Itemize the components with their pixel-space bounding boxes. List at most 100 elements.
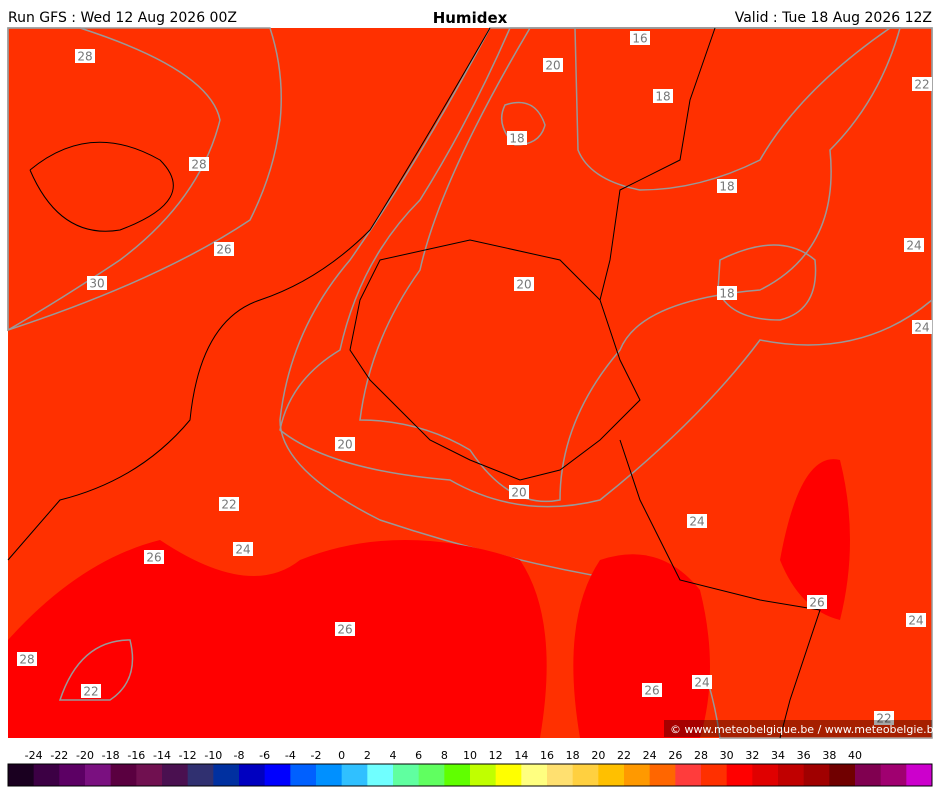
colorbar-tick: 22	[617, 749, 631, 762]
colorbar-tick: -12	[179, 749, 197, 762]
color-swatch	[239, 764, 266, 786]
contour-label: 24	[235, 543, 250, 557]
contour-label-bg	[904, 238, 924, 252]
colorbar-tick: 30	[720, 749, 734, 762]
copyright-bg	[664, 720, 932, 737]
colorbar-tick: -6	[259, 749, 270, 762]
color-swatch	[264, 764, 291, 786]
color-swatch	[8, 764, 35, 786]
colorbar-tick: 16	[540, 749, 554, 762]
contour-label-bg	[144, 550, 164, 564]
color-swatch	[906, 764, 933, 786]
colorbar-frame	[7, 763, 933, 787]
colorbar-tick: 4	[390, 749, 397, 762]
color-swatch	[855, 764, 882, 786]
color-swatch	[829, 764, 856, 786]
contour-label-bg	[912, 320, 932, 334]
valid-info: Valid : Tue 18 Aug 2026 12Z	[735, 10, 932, 26]
contour-label: 22	[876, 712, 891, 726]
contour-label: 20	[545, 59, 560, 73]
color-swatch	[418, 764, 445, 786]
colorbar-tick: -24	[25, 749, 43, 762]
contour-label-bg	[335, 437, 355, 451]
color-swatch	[341, 764, 368, 786]
colorbar-tick: 20	[591, 749, 605, 762]
contour-label-bg	[874, 711, 894, 725]
contour-label: 30	[89, 277, 104, 291]
title: Humidex	[433, 9, 508, 27]
color-swatch	[624, 764, 651, 786]
colorbar-tick: 10	[463, 749, 477, 762]
contour-label: 26	[644, 684, 659, 698]
colorbar-tick: 12	[489, 749, 503, 762]
contour-label-bg	[17, 652, 37, 666]
contour-label-bg	[514, 277, 534, 291]
colorbar-tick: 28	[694, 749, 708, 762]
contour-label: 28	[191, 158, 206, 172]
contour-label-bg	[335, 622, 355, 636]
colorbar-tick: -16	[127, 749, 145, 762]
contour-label: 20	[337, 438, 352, 452]
contour-label-bg	[807, 595, 827, 609]
contour-label-bg	[717, 286, 737, 300]
contour-label-bg	[653, 89, 673, 103]
contour-label: 26	[146, 551, 161, 565]
contour-label-bg	[219, 497, 239, 511]
color-swatch	[803, 764, 830, 786]
color-swatch	[85, 764, 112, 786]
color-swatch	[187, 764, 214, 786]
contour-label: 26	[337, 623, 352, 637]
colorbar-tick: -10	[204, 749, 222, 762]
contour-label-bg	[912, 77, 932, 91]
color-swatch	[59, 764, 86, 786]
contour-label: 24	[689, 515, 704, 529]
contour-label-bg	[642, 683, 662, 697]
colorbar-tick: -18	[102, 749, 120, 762]
contour-label: 26	[216, 243, 231, 257]
contour-label: 20	[511, 486, 526, 500]
map	[7, 27, 933, 739]
contour-label-bg	[509, 485, 529, 499]
run-info: Run GFS : Wed 12 Aug 2026 00Z	[8, 10, 237, 26]
color-swatch	[495, 764, 522, 786]
color-swatch	[726, 764, 753, 786]
colorbar-tick: -20	[76, 749, 94, 762]
contour-label: 24	[694, 676, 709, 690]
color-swatch	[33, 764, 60, 786]
contour-label: 20	[516, 278, 531, 292]
contour-label-bg	[189, 157, 209, 171]
contour-label-bg	[687, 514, 707, 528]
colorbar-tick: 8	[441, 749, 448, 762]
color-swatch	[752, 764, 779, 786]
color-swatch	[110, 764, 137, 786]
contour-label: 24	[908, 614, 923, 628]
colorbar-tick: 38	[822, 749, 836, 762]
color-swatch	[572, 764, 599, 786]
contour-label: 18	[655, 90, 670, 104]
colorbar-tick: -8	[234, 749, 245, 762]
contour-label: 18	[719, 287, 734, 301]
color-swatch	[162, 764, 189, 786]
color-swatch	[521, 764, 548, 786]
color-swatch	[316, 764, 343, 786]
color-swatch	[290, 764, 317, 786]
contour-label: 28	[19, 653, 34, 667]
colorbar-tick: -2	[311, 749, 322, 762]
contour-label-bg	[543, 58, 563, 72]
contour-label: 22	[221, 498, 236, 512]
color-swatch	[470, 764, 497, 786]
color-swatch	[598, 764, 625, 786]
colorbar-tick: 40	[848, 749, 862, 762]
colorbar-tick: 6	[415, 749, 422, 762]
color-swatch	[701, 764, 728, 786]
contour-label-bg	[233, 542, 253, 556]
contour-labels: 28 28 26 30 20 16 18 22 18 18 24 20 18 24 20 20 22 24 24 26…	[17, 31, 932, 726]
color-swatch	[393, 764, 420, 786]
contour-label-bg	[906, 613, 926, 627]
colorbar: -24 -22 -20 -18 -16 -14 -12 -10 -8 -6 -4 -2 0 2 4 6 8 10 1…	[7, 749, 933, 787]
colorbar-tick: -22	[50, 749, 68, 762]
contour-label-bg	[630, 31, 650, 45]
contour-label-bg	[717, 179, 737, 193]
colorbar-tick: 32	[745, 749, 759, 762]
